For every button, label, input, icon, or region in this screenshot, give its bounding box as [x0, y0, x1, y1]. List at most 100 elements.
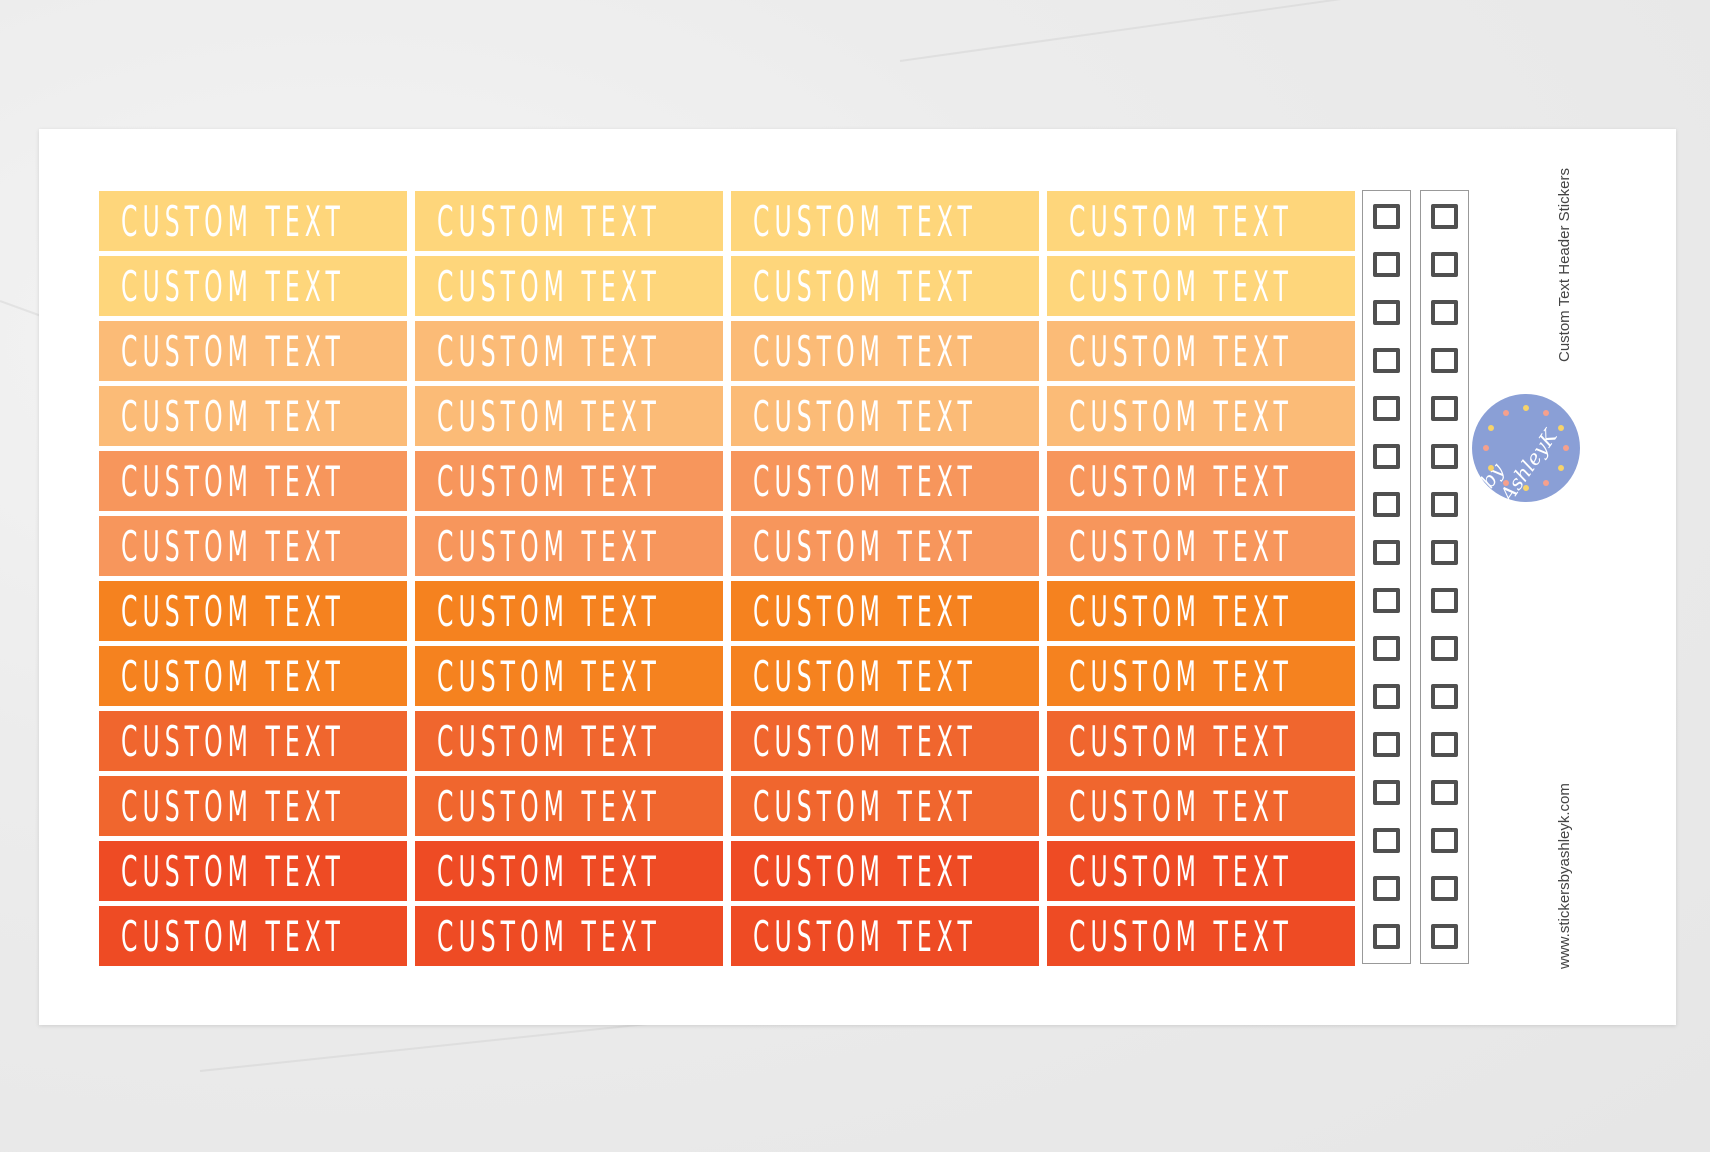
sticker-label: CUSTOM TEXT	[437, 326, 661, 376]
header-sticker: CUSTOM TEXT	[99, 321, 407, 381]
header-sticker: CUSTOM TEXT	[731, 841, 1039, 901]
header-sticker: CUSTOM TEXT	[731, 256, 1039, 316]
checkbox-icon	[1431, 300, 1458, 325]
checkbox-icon	[1373, 252, 1400, 277]
website-text: www.stickersbyashleyk.com	[1556, 783, 1573, 969]
sticker-label: CUSTOM TEXT	[1069, 586, 1293, 636]
sticker-label: CUSTOM TEXT	[437, 521, 661, 571]
checkbox-icon	[1373, 540, 1400, 565]
header-sticker: CUSTOM TEXT	[415, 776, 723, 836]
checkbox-icon	[1373, 300, 1400, 325]
header-sticker: CUSTOM TEXT	[1047, 581, 1355, 641]
checkbox-icon	[1373, 396, 1400, 421]
sticker-label: CUSTOM TEXT	[437, 196, 661, 246]
header-sticker: CUSTOM TEXT	[99, 581, 407, 641]
sticker-label: CUSTOM TEXT	[753, 716, 977, 766]
header-sticker: CUSTOM TEXT	[415, 321, 723, 381]
heart-icon	[1543, 410, 1549, 417]
checkbox-icon	[1431, 252, 1458, 277]
sticker-label: CUSTOM TEXT	[437, 261, 661, 311]
sticker-label: CUSTOM TEXT	[753, 391, 977, 441]
checkbox-icon	[1431, 684, 1458, 709]
sticker-label: CUSTOM TEXT	[1069, 196, 1293, 246]
header-sticker: CUSTOM TEXT	[731, 516, 1039, 576]
checkbox-icon	[1431, 540, 1458, 565]
sticker-label: CUSTOM TEXT	[1069, 521, 1293, 571]
checkbox-icon	[1431, 828, 1458, 853]
header-sticker: CUSTOM TEXT	[415, 451, 723, 511]
checkbox-icon	[1431, 876, 1458, 901]
checkbox-icon	[1373, 876, 1400, 901]
checkbox-icon	[1373, 348, 1400, 373]
sticker-label: CUSTOM TEXT	[437, 846, 661, 896]
sticker-label: CUSTOM TEXT	[121, 586, 345, 636]
checkbox-icon	[1431, 396, 1458, 421]
header-sticker: CUSTOM TEXT	[1047, 776, 1355, 836]
header-sticker: CUSTOM TEXT	[731, 776, 1039, 836]
checkbox-icon	[1373, 588, 1400, 613]
heart-icon	[1503, 479, 1509, 486]
header-sticker: CUSTOM TEXT	[1047, 646, 1355, 706]
sticker-label: CUSTOM TEXT	[437, 456, 661, 506]
sticker-label: CUSTOM TEXT	[1069, 651, 1293, 701]
header-sticker: CUSTOM TEXT	[415, 516, 723, 576]
sticker-label: CUSTOM TEXT	[1069, 326, 1293, 376]
sticker-label: CUSTOM TEXT	[121, 456, 345, 506]
header-sticker: CUSTOM TEXT	[731, 191, 1039, 251]
sticker-label: CUSTOM TEXT	[753, 521, 977, 571]
checkbox-icon	[1373, 780, 1400, 805]
header-sticker: CUSTOM TEXT	[99, 191, 407, 251]
sticker-label: CUSTOM TEXT	[437, 586, 661, 636]
marble-vein	[899, 0, 1495, 62]
checkbox-icon	[1431, 636, 1458, 661]
header-sticker: CUSTOM TEXT	[415, 906, 723, 966]
checkbox-icon	[1373, 492, 1400, 517]
header-sticker: CUSTOM TEXT	[1047, 451, 1355, 511]
checkbox-strip	[1420, 190, 1469, 964]
sticker-label: CUSTOM TEXT	[1069, 456, 1293, 506]
header-sticker: CUSTOM TEXT	[99, 906, 407, 966]
header-sticker: CUSTOM TEXT	[1047, 841, 1355, 901]
checkbox-icon	[1431, 444, 1458, 469]
sticker-label: CUSTOM TEXT	[753, 846, 977, 896]
sticker-label: CUSTOM TEXT	[1069, 716, 1293, 766]
sticker-label: CUSTOM TEXT	[753, 326, 977, 376]
sticker-label: CUSTOM TEXT	[753, 456, 977, 506]
heart-icon	[1563, 445, 1569, 451]
sticker-label: CUSTOM TEXT	[753, 196, 977, 246]
header-sticker: CUSTOM TEXT	[415, 711, 723, 771]
header-sticker: CUSTOM TEXT	[1047, 386, 1355, 446]
sticker-label: CUSTOM TEXT	[121, 521, 345, 571]
sticker-label: CUSTOM TEXT	[753, 651, 977, 701]
checkbox-icon	[1373, 444, 1400, 469]
sticker-label: CUSTOM TEXT	[121, 781, 345, 831]
heart-icon	[1543, 479, 1549, 486]
checkbox-icon	[1431, 780, 1458, 805]
checkbox-icon	[1431, 924, 1458, 949]
heart-icon	[1557, 425, 1564, 431]
checkbox-icon	[1373, 684, 1400, 709]
sticker-label: CUSTOM TEXT	[1069, 261, 1293, 311]
header-sticker: CUSTOM TEXT	[99, 386, 407, 446]
sticker-label: CUSTOM TEXT	[121, 716, 345, 766]
header-sticker: CUSTOM TEXT	[415, 191, 723, 251]
sticker-label: CUSTOM TEXT	[121, 391, 345, 441]
checkbox-icon	[1431, 732, 1458, 757]
checkbox-icon	[1431, 204, 1458, 229]
header-sticker: CUSTOM TEXT	[731, 451, 1039, 511]
ashleyk-logo: by AshleyK	[1472, 394, 1580, 506]
checkbox-icon	[1431, 348, 1458, 373]
sticker-label: CUSTOM TEXT	[437, 391, 661, 441]
heart-icon	[1488, 465, 1495, 471]
sticker-label: CUSTOM TEXT	[121, 846, 345, 896]
header-sticker: CUSTOM TEXT	[415, 256, 723, 316]
header-sticker: CUSTOM TEXT	[99, 516, 407, 576]
sticker-label: CUSTOM TEXT	[121, 261, 345, 311]
checkbox-icon	[1373, 732, 1400, 757]
header-sticker: CUSTOM TEXT	[99, 776, 407, 836]
header-sticker: CUSTOM TEXT	[731, 581, 1039, 641]
heart-icon	[1557, 465, 1564, 471]
header-sticker: CUSTOM TEXT	[1047, 256, 1355, 316]
header-sticker: CUSTOM TEXT	[99, 711, 407, 771]
sticker-label: CUSTOM TEXT	[753, 586, 977, 636]
